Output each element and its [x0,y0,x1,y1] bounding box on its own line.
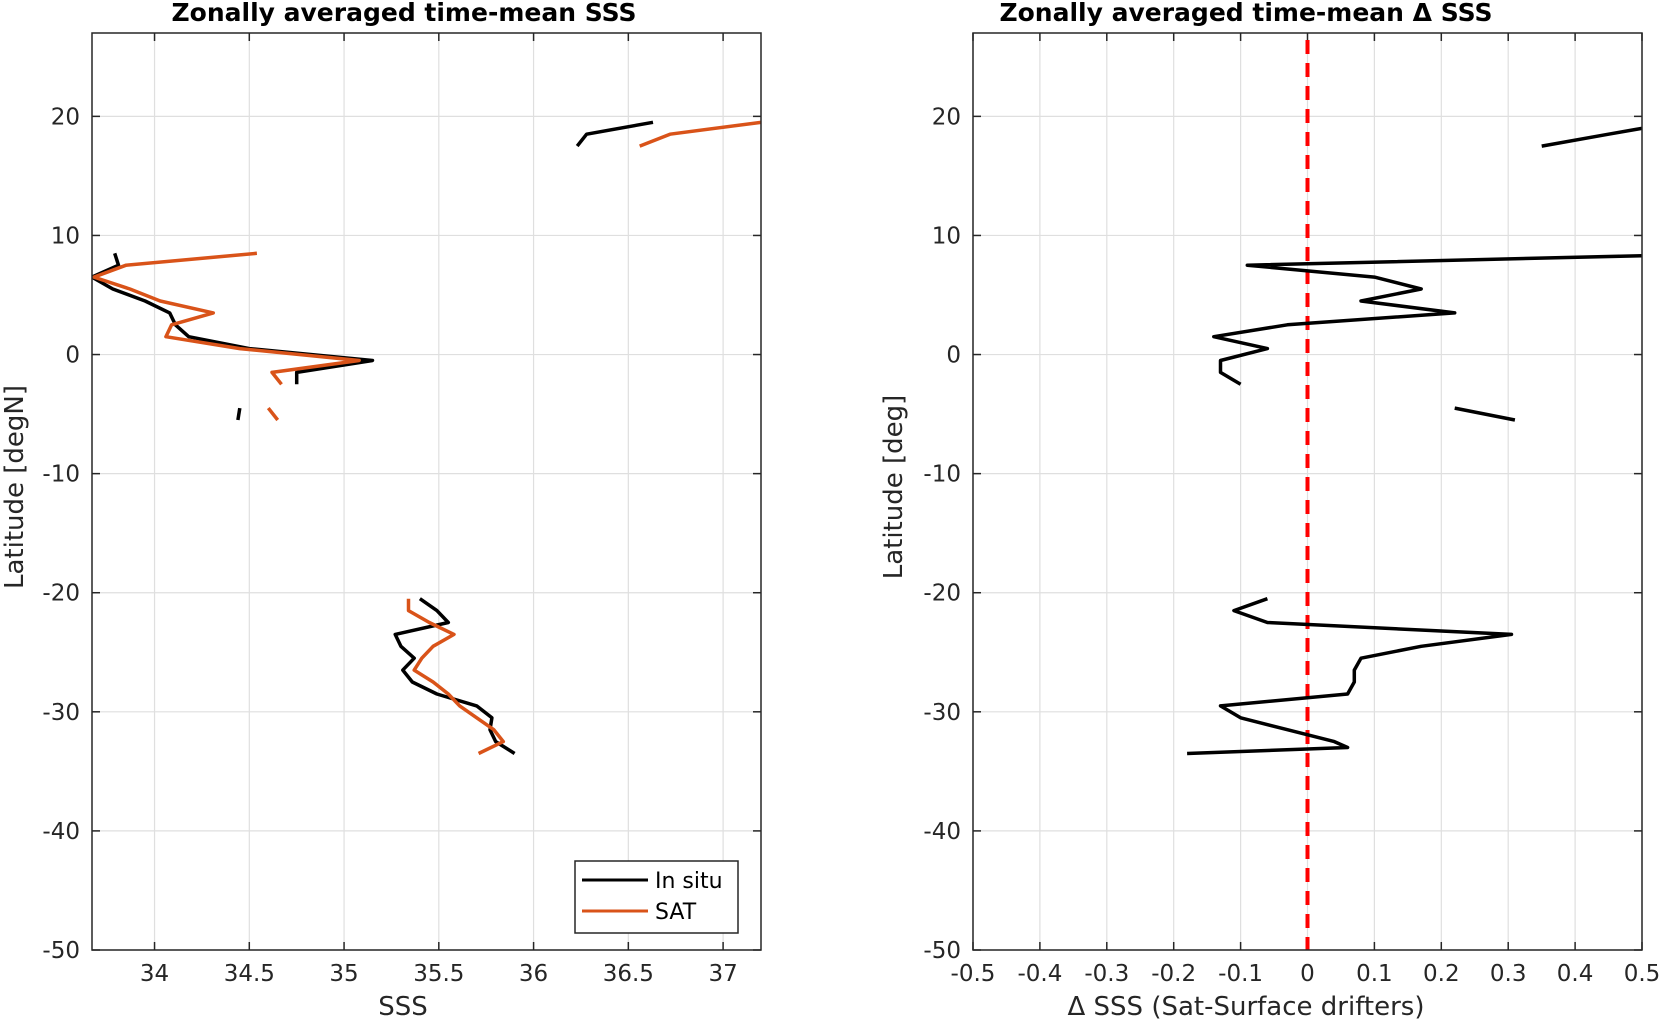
series-line-sat [92,251,361,386]
y-tick-label: -40 [42,819,80,845]
legend-label-sat: SAT [655,900,697,925]
ticks: 34 34.5 35 35.5 36 36.5 37 -50 -40 -30 -20 -10 0 10 20 [42,33,761,987]
y-tick-label: -50 [42,938,80,964]
left-chart-ylabel: Latitude [degN] [0,385,30,589]
y-tick-label: 20 [51,104,80,130]
x-tick-label: 37 [708,961,737,987]
x-tick-label: -0.3 [1084,961,1129,987]
x-tick-label: 35 [329,961,358,987]
y-tick-label: -10 [42,462,80,488]
right-chart-xlabel: Δ SSS (Sat-Surface drifters) [1068,992,1425,1022]
left-chart-xlabel: SSS [378,992,428,1022]
series-line-sat [266,407,280,422]
series-line-in-situ [236,407,242,421]
x-tick-label: -0.1 [1218,961,1263,987]
left-chart-panel: Zonally averaged time-mean SSS Latitude … [0,0,762,1022]
x-tick-label: 35.5 [413,961,464,987]
series-line-sat [406,598,506,756]
y-tick-label: -40 [923,819,961,845]
x-tick-label: 34 [140,961,169,987]
series-line-series-0 [1212,253,1642,386]
x-tick-label: -0.5 [951,961,996,987]
x-tick-label: 36.5 [603,961,654,987]
legend: In situ SAT [574,860,739,934]
y-tick-label: -30 [42,700,80,726]
x-tick-label: 0.1 [1356,961,1393,987]
right-chart-panel: Zonally averaged time-mean Δ SSS Latitud… [879,0,1660,1022]
y-tick-label: -50 [923,938,961,964]
y-tick-label: 10 [932,223,961,249]
legend-label-in-situ: In situ [655,869,723,894]
data-lines [1187,40,1642,950]
x-tick-label: 34.5 [224,961,275,987]
y-tick-label: 0 [946,343,961,369]
right-chart-ylabel: Latitude [deg] [879,395,909,580]
ticks: -0.5 -0.4 -0.3 -0.2 -0.1 0 0.1 0.2 0.3 0.4 0.5 -50 -… [923,33,1660,987]
y-tick-label: -20 [923,581,961,607]
y-tick-label: 20 [932,104,961,130]
y-tick-label: -10 [923,462,961,488]
y-tick-label: -30 [923,700,961,726]
x-tick-label: -0.4 [1017,961,1062,987]
x-tick-label: 0.5 [1624,961,1661,987]
series-line-series-0 [1454,406,1516,422]
y-tick-label: -20 [42,581,80,607]
y-tick-label: 10 [51,223,80,249]
series-line-in-situ [575,120,654,148]
left-chart-title: Zonally averaged time-mean SSS [172,0,637,27]
x-tick-label: 0 [1300,961,1315,987]
x-tick-label: 0.2 [1423,961,1460,987]
x-tick-label: -0.2 [1151,961,1196,987]
x-tick-label: 0.3 [1490,961,1527,987]
series-line-sat [639,120,761,148]
x-tick-label: 36 [519,961,548,987]
x-tick-label: 0.4 [1557,961,1594,987]
data-lines [92,120,761,756]
y-tick-label: 0 [65,343,80,369]
legend-box [574,860,739,934]
axes-box [972,32,1643,951]
axes-box [91,32,762,951]
series-line-series-0 [1541,126,1642,148]
grid [92,33,761,951]
series-line-series-0 [1187,597,1514,756]
right-chart-title: Zonally averaged time-mean Δ SSS [1000,0,1493,27]
